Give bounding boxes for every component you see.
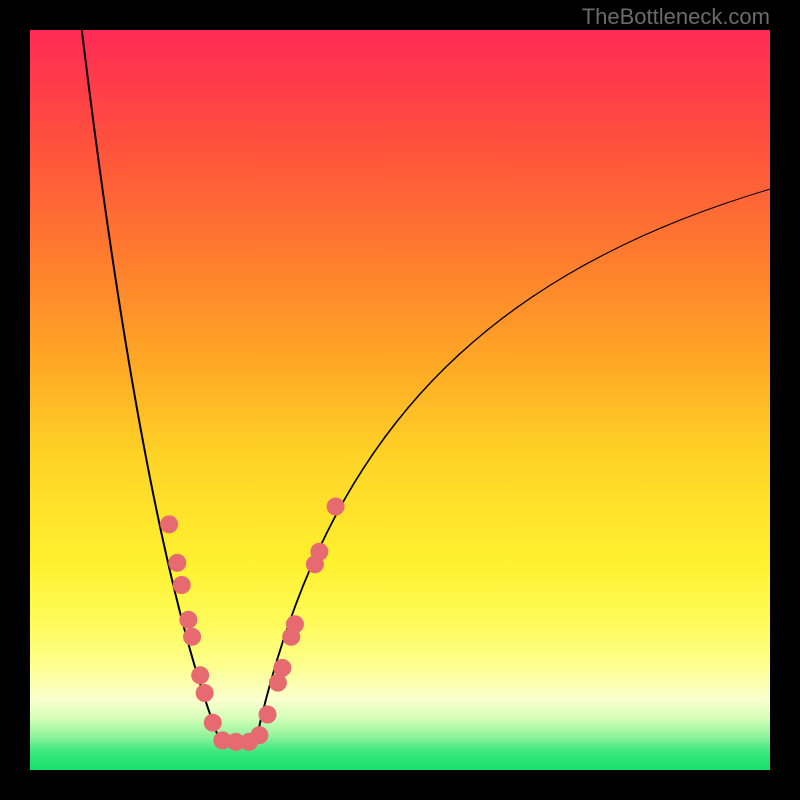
marker-dot: [204, 714, 222, 732]
marker-dot: [327, 498, 345, 516]
marker-dot: [160, 515, 178, 533]
marker-dot: [191, 666, 209, 684]
marker-dot: [273, 659, 291, 677]
marker-dot: [196, 684, 214, 702]
marker-dot: [250, 726, 268, 744]
marker-dot: [286, 615, 304, 633]
plot-area: [30, 30, 770, 770]
watermark-text: TheBottleneck.com: [582, 4, 770, 30]
marker-dot: [310, 543, 328, 561]
canvas-root: TheBottleneck.com: [0, 0, 800, 800]
marker-dot: [179, 611, 197, 629]
marker-dot: [259, 706, 277, 724]
marker-dot: [168, 554, 186, 572]
marker-dot: [173, 576, 191, 594]
gradient-background: [30, 30, 770, 770]
marker-dot: [183, 628, 201, 646]
